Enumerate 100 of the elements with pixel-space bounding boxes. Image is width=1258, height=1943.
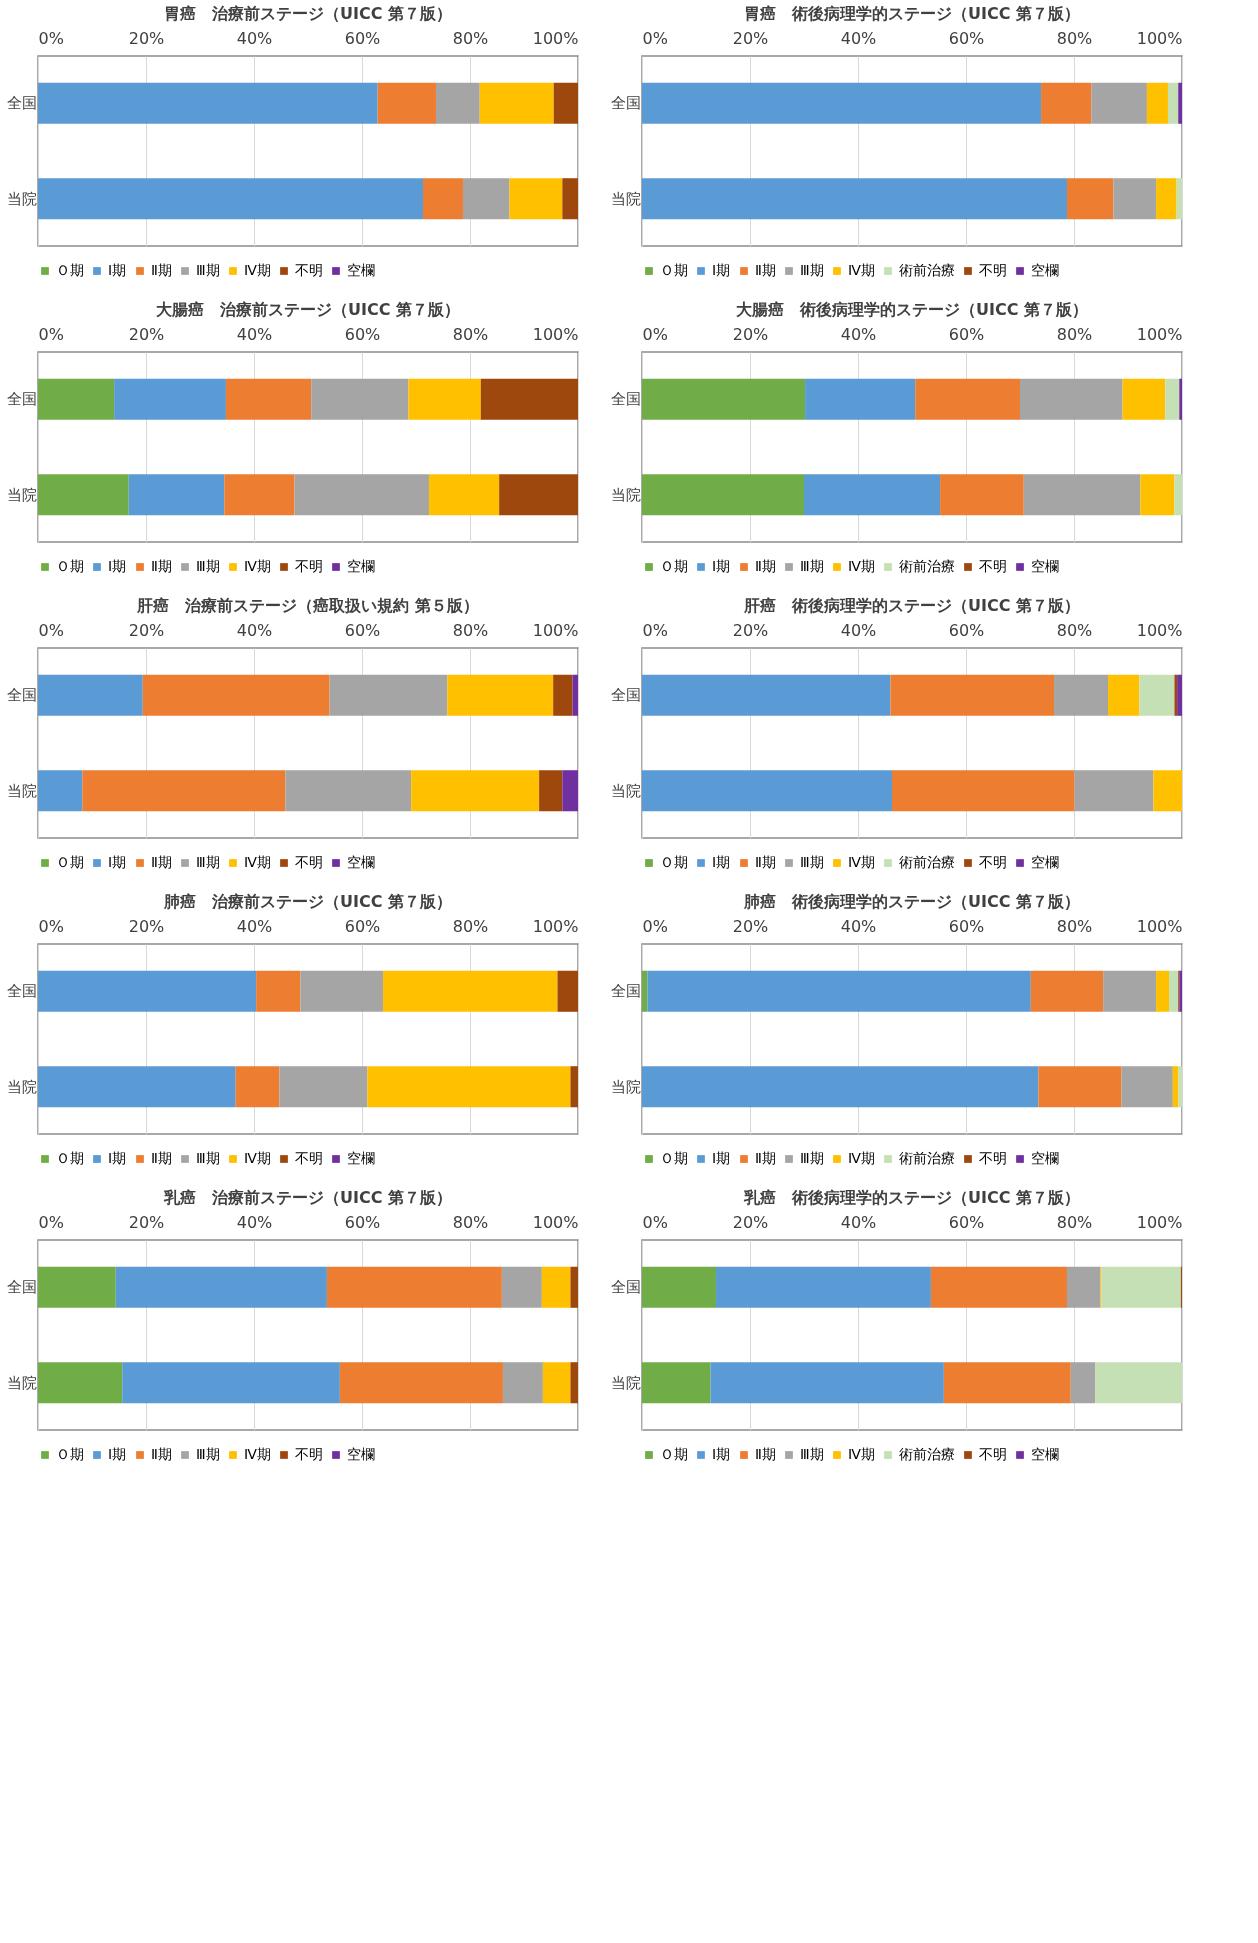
legend-label: 不明	[979, 854, 1007, 870]
x-tick-label: 0%	[642, 916, 668, 936]
legend-label: Ｏ期	[660, 558, 688, 574]
legend-label: Ⅲ期	[800, 262, 824, 278]
x-tick-label: 100%	[532, 916, 579, 936]
legend-label: 不明	[979, 1446, 1007, 1462]
x-tick-label: 0%	[38, 1212, 64, 1232]
y-tick-label: 当院	[610, 1077, 641, 1096]
legend-label: Ⅳ期	[244, 1150, 271, 1166]
legend-label: Ⅳ期	[848, 262, 875, 278]
x-tick-label: 100%	[1136, 28, 1183, 48]
legend-label: Ⅱ期	[755, 558, 776, 574]
legend-label: Ｏ期	[56, 558, 84, 574]
x-tick-label: 80%	[1056, 324, 1093, 344]
x-tick-label: 20%	[128, 916, 165, 936]
legend-label: 空欄	[347, 558, 375, 574]
legend-label: Ⅰ期	[712, 262, 731, 278]
legend-label: Ⅳ期	[244, 1446, 271, 1462]
legend-label: Ⅳ期	[244, 854, 271, 870]
legend-label: 不明	[295, 262, 323, 278]
legend-label: Ⅲ期	[800, 558, 824, 574]
x-tick-label: 40%	[840, 324, 877, 344]
legend-label: Ⅱ期	[755, 854, 776, 870]
legend-label: Ⅳ期	[848, 558, 875, 574]
x-tick-label: 0%	[38, 28, 64, 48]
legend-label: 空欄	[1031, 1446, 1059, 1462]
y-tick-label: 当院	[6, 485, 37, 504]
y-tick-label: 当院	[610, 485, 641, 504]
legend-label: 不明	[979, 558, 1007, 574]
y-tick-label: 当院	[6, 189, 37, 208]
legend-label: Ⅱ期	[755, 1150, 776, 1166]
x-tick-label: 60%	[344, 620, 381, 640]
x-tick-label: 60%	[948, 1212, 985, 1232]
y-tick-label: 全国	[6, 390, 37, 409]
legend-label: Ⅰ期	[108, 558, 127, 574]
legend-label: Ⅲ期	[800, 1446, 824, 1462]
legend-label: 空欄	[347, 854, 375, 870]
legend-label: Ｏ期	[660, 854, 688, 870]
x-tick-label: 0%	[38, 916, 64, 936]
legend-label: Ⅲ期	[800, 1150, 824, 1166]
x-tick-label: 80%	[1056, 916, 1093, 936]
legend-label: 不明	[979, 262, 1007, 278]
x-tick-label: 20%	[732, 28, 769, 48]
legend-label: 空欄	[1031, 262, 1059, 278]
legend-label: 空欄	[347, 262, 375, 278]
x-tick-label: 20%	[128, 620, 165, 640]
legend-label: 術前治療	[899, 558, 955, 574]
legend-label: 空欄	[347, 1446, 375, 1462]
chart-title: 肝癌 治療前ステージ（癌取扱い規約 第５版）	[136, 596, 479, 615]
legend-label: Ⅰ期	[712, 854, 731, 870]
x-tick-label: 100%	[532, 620, 579, 640]
legend-label: 不明	[295, 1150, 323, 1166]
x-tick-label: 0%	[642, 324, 668, 344]
y-tick-label: 当院	[610, 781, 641, 800]
legend-label: 不明	[295, 1446, 323, 1462]
x-tick-label: 20%	[128, 28, 165, 48]
y-tick-label: 全国	[610, 982, 641, 1001]
legend-label: Ｏ期	[56, 1446, 84, 1462]
legend-label: Ⅲ期	[196, 854, 220, 870]
x-tick-label: 60%	[344, 1212, 381, 1232]
legend-label: Ⅳ期	[848, 1150, 875, 1166]
legend-label: Ⅰ期	[712, 1446, 731, 1462]
y-tick-label: 全国	[6, 686, 37, 705]
legend-label: 空欄	[1031, 854, 1059, 870]
x-tick-label: 20%	[128, 324, 165, 344]
y-tick-label: 全国	[6, 94, 37, 113]
legend-label: 術前治療	[899, 1446, 955, 1462]
x-tick-label: 40%	[840, 620, 877, 640]
chart-title: 大腸癌 術後病理学的ステージ（UICC 第７版）	[736, 300, 1088, 319]
legend-label: Ⅱ期	[151, 854, 172, 870]
x-tick-label: 60%	[948, 916, 985, 936]
x-tick-label: 80%	[1056, 1212, 1093, 1232]
chart-title: 乳癌 治療前ステージ（UICC 第７版）	[163, 1188, 452, 1207]
chart-title: 肺癌 術後病理学的ステージ（UICC 第７版）	[743, 892, 1080, 911]
legend-label: 空欄	[347, 1150, 375, 1166]
x-tick-label: 20%	[732, 620, 769, 640]
y-tick-label: 全国	[6, 982, 37, 1001]
x-tick-label: 0%	[642, 28, 668, 48]
y-tick-label: 当院	[6, 1373, 37, 1392]
chart-title: 肝癌 術後病理学的ステージ（UICC 第７版）	[743, 596, 1080, 615]
x-tick-label: 20%	[732, 1212, 769, 1232]
legend-label: Ⅳ期	[244, 558, 271, 574]
legend-label: Ⅲ期	[196, 262, 220, 278]
x-tick-label: 100%	[1136, 1212, 1183, 1232]
x-tick-label: 40%	[236, 1212, 273, 1232]
legend-label: 不明	[979, 1150, 1007, 1166]
x-tick-label: 80%	[452, 1212, 489, 1232]
x-tick-label: 40%	[236, 916, 273, 936]
legend-label: Ｏ期	[660, 1150, 688, 1166]
legend-label: Ⅱ期	[151, 558, 172, 574]
x-tick-label: 100%	[532, 1212, 579, 1232]
chart-title: 胃癌 術後病理学的ステージ（UICC 第７版）	[744, 4, 1080, 23]
x-tick-label: 60%	[948, 28, 985, 48]
x-tick-label: 0%	[38, 324, 64, 344]
x-tick-label: 100%	[532, 28, 579, 48]
legend-label: Ⅱ期	[151, 1446, 172, 1462]
x-tick-label: 80%	[452, 916, 489, 936]
x-tick-label: 60%	[344, 28, 381, 48]
legend-label: 不明	[295, 854, 323, 870]
x-tick-label: 60%	[344, 324, 381, 344]
